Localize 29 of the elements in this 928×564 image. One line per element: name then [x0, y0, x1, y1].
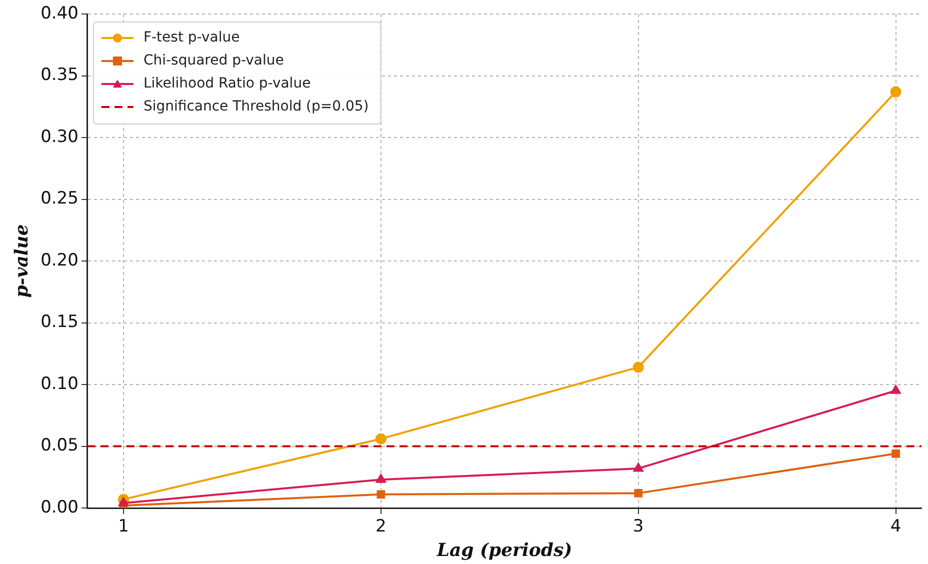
y-tick-label: 0.30	[40, 126, 78, 147]
point	[633, 462, 644, 472]
legend-label: Likelihood Ratio p-value	[143, 76, 311, 92]
point	[376, 490, 386, 499]
y-tick-label: 0.35	[40, 65, 78, 86]
point	[890, 86, 902, 98]
point	[632, 362, 644, 373]
point	[634, 489, 643, 498]
point	[375, 433, 386, 444]
y-tick-label: 0.20	[40, 250, 78, 270]
y-tick-label: 0.00	[40, 497, 78, 518]
point	[890, 385, 901, 394]
x-tick-label: 1	[118, 516, 129, 537]
point	[118, 498, 128, 506]
y-tick-label: 0.40	[40, 3, 78, 24]
y-tick-label: 0.25	[40, 188, 78, 209]
point	[892, 449, 900, 458]
legend-label: Significance Threshold (p=0.05)	[143, 98, 369, 115]
x-tick-label: 4	[890, 516, 902, 537]
y-tick-label: 0.05	[40, 436, 78, 456]
y-tick-label: 0.10	[40, 374, 78, 394]
legend-label: F-test p-value	[143, 30, 240, 46]
x-axis-title: Lag (periods)	[436, 540, 572, 561]
x-tick-label: 2	[376, 516, 386, 537]
legend-label: Chi-squared p-value	[143, 52, 284, 69]
x-tick-label: 3	[632, 516, 644, 537]
y-tick-label: 0.15	[40, 312, 78, 332]
y-axis-title: p-value	[11, 224, 32, 298]
point	[376, 474, 386, 483]
